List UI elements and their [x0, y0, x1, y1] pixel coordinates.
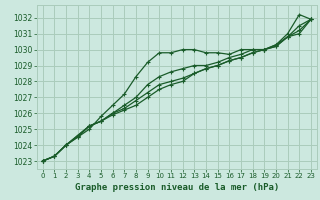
X-axis label: Graphe pression niveau de la mer (hPa): Graphe pression niveau de la mer (hPa): [75, 183, 279, 192]
